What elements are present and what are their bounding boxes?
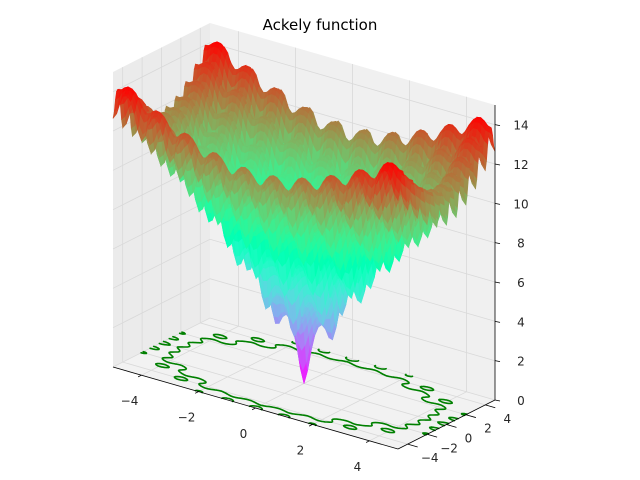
z-gridline [112, 238, 496, 322]
chart-title: Ackely function [263, 16, 378, 34]
z-gridline [112, 278, 496, 362]
z-gridline [112, 42, 496, 126]
ackley-surface [112, 41, 496, 384]
z-gridline [112, 317, 496, 401]
